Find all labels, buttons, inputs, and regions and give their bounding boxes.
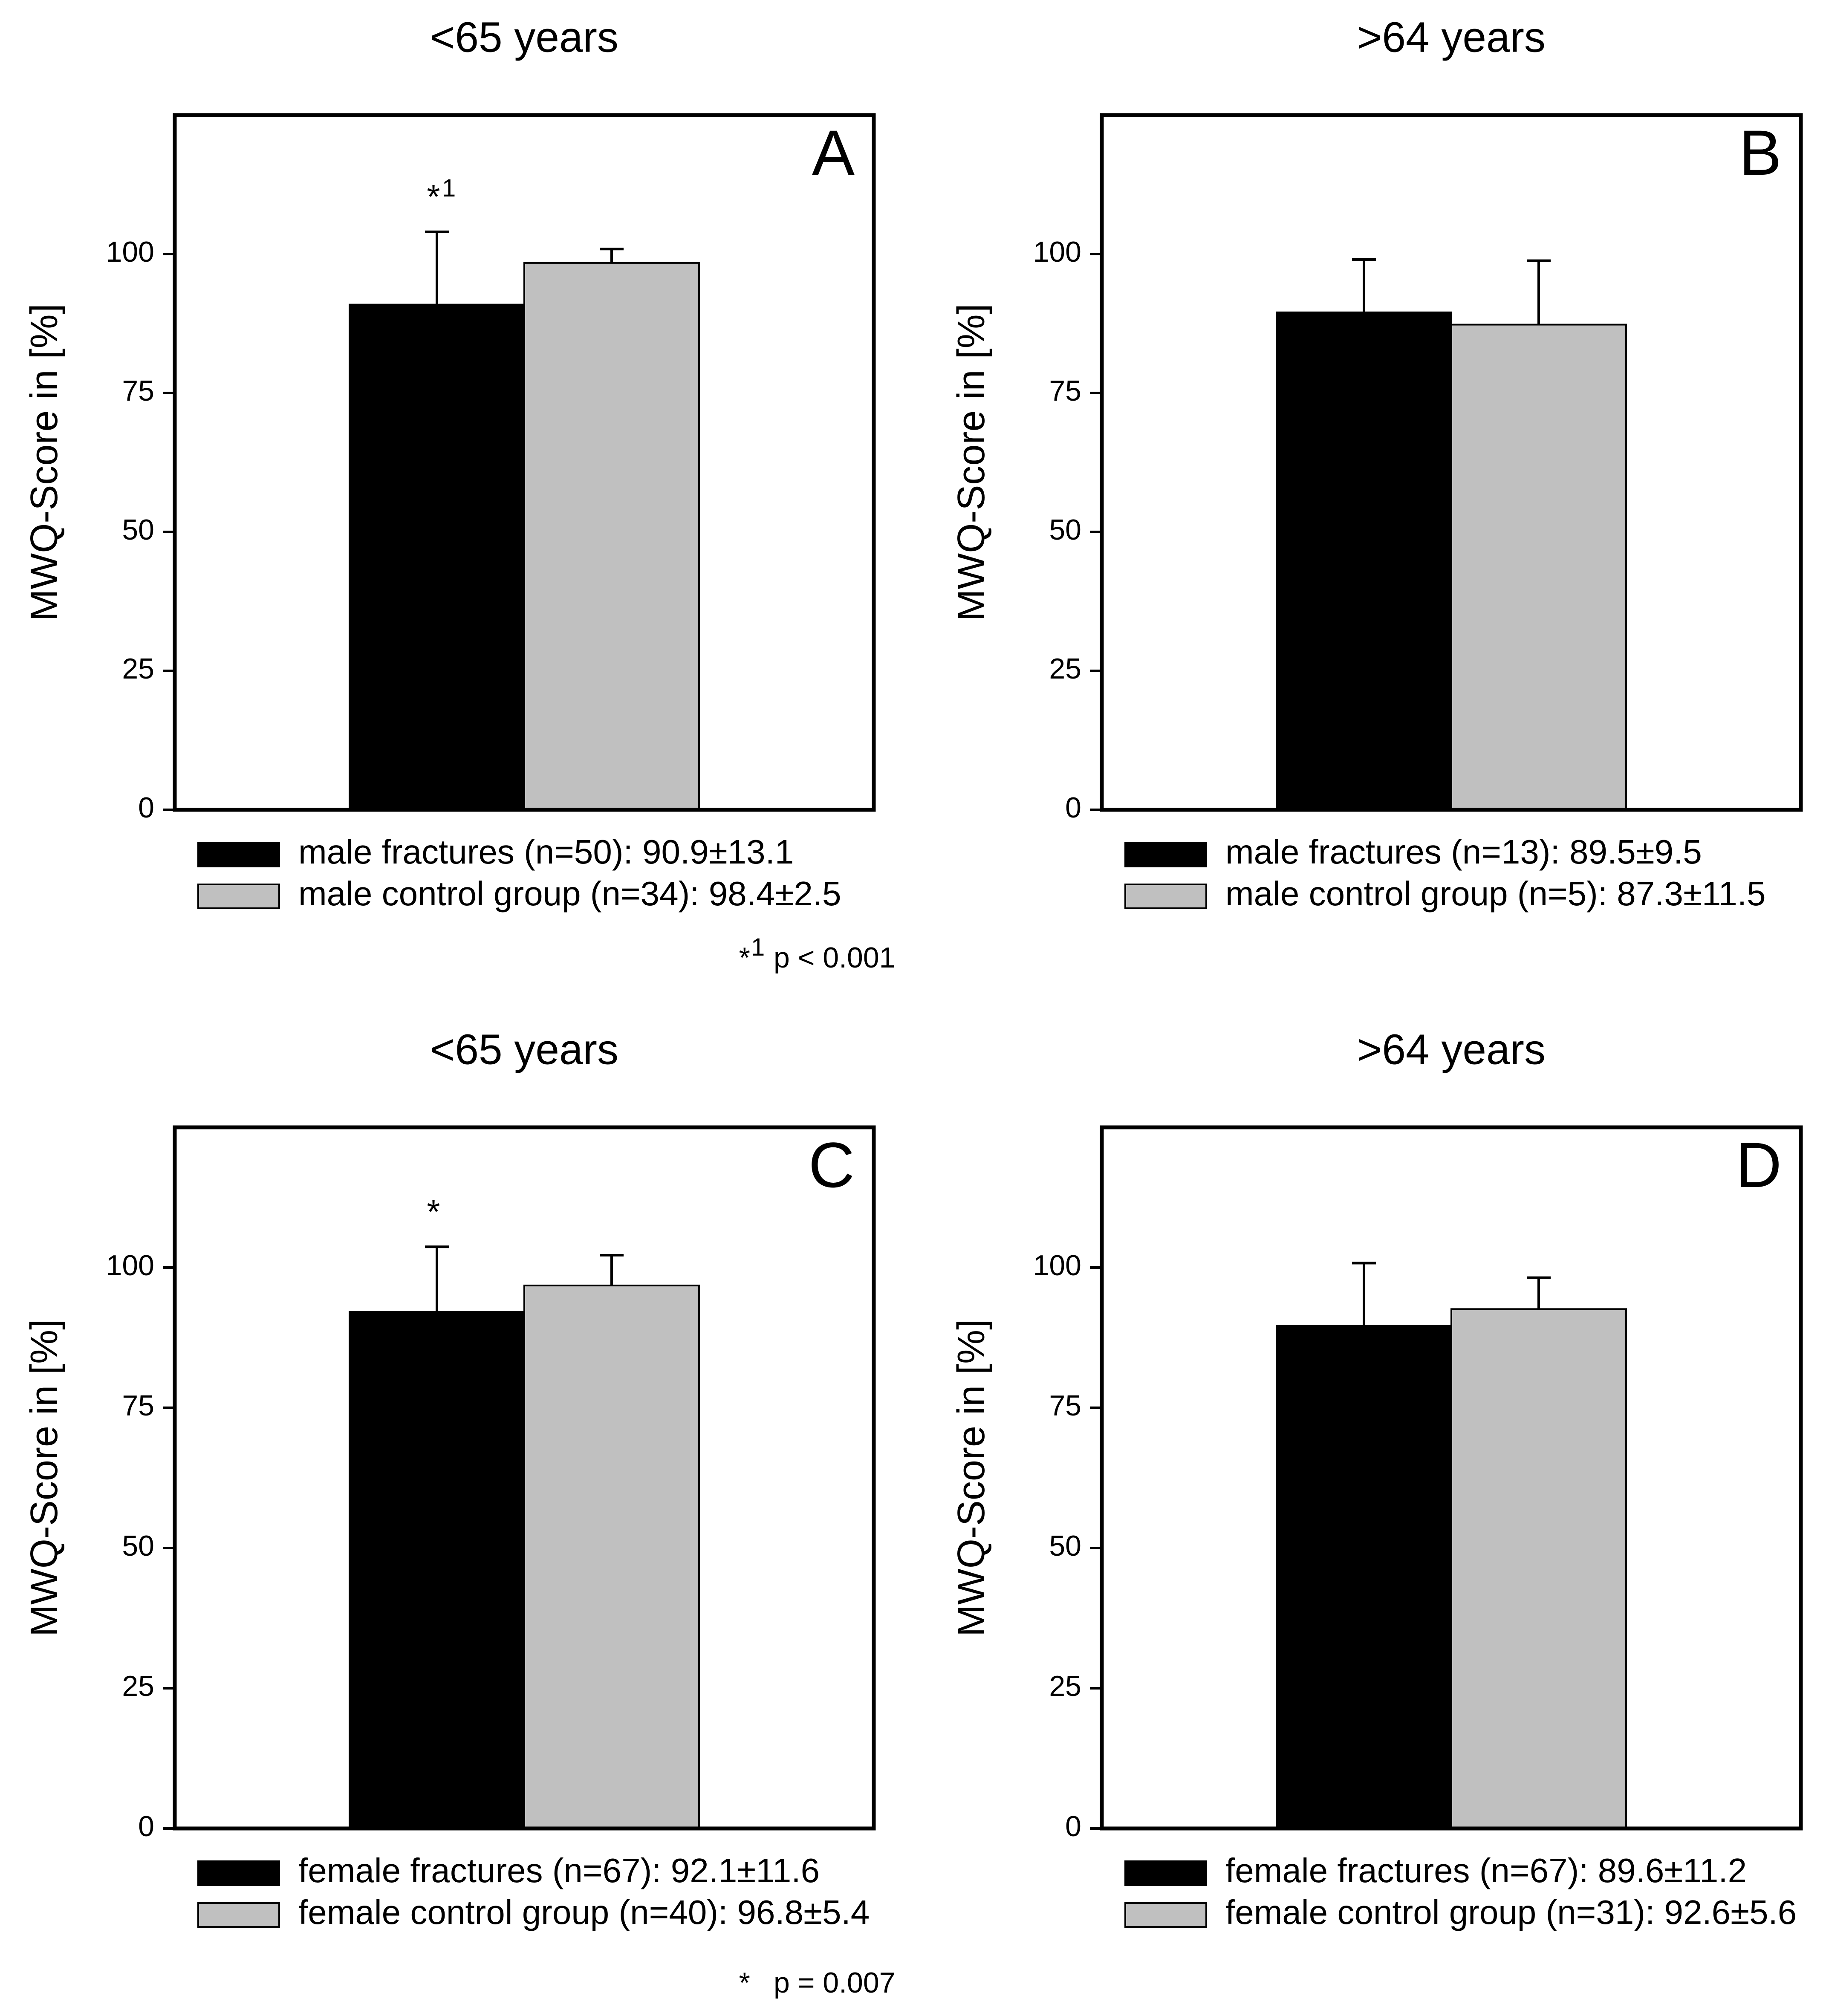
panel-d: >64 years MWQ-Score in [%] 0 25 50 75 100 Dfema… bbox=[950, 1025, 1803, 1931]
bar-fractures bbox=[349, 1311, 525, 1830]
y-tick-label: 100 bbox=[1033, 1249, 1081, 1282]
legend-label-fractures: male fractures (n=50): 90.9±13.1 bbox=[298, 833, 794, 871]
panel-letter: D bbox=[1736, 1129, 1782, 1201]
y-tick-label: 0 bbox=[138, 791, 154, 824]
y-tick-label: 0 bbox=[1065, 791, 1081, 824]
plot-frame bbox=[173, 1125, 876, 1831]
significance-marker: * bbox=[427, 1193, 440, 1230]
footnote-marker: * bbox=[739, 942, 750, 974]
footnote-text: p < 0.001 bbox=[774, 942, 895, 974]
y-tick-label: 0 bbox=[138, 1810, 154, 1843]
bar-fractures bbox=[349, 303, 525, 811]
y-tick-label: 75 bbox=[122, 1389, 154, 1422]
footnote-superscript: 1 bbox=[751, 933, 765, 961]
plot-frame bbox=[173, 113, 876, 812]
y-tick-label: 25 bbox=[1049, 653, 1081, 685]
y-tick-label: 50 bbox=[1049, 1530, 1081, 1562]
panel-title: <65 years bbox=[430, 1025, 618, 1073]
panel-letter: A bbox=[812, 117, 855, 188]
significance-marker: * bbox=[427, 178, 440, 216]
y-axis-label: MWQ-Score in [%] bbox=[23, 1319, 66, 1637]
y-tick-label: 50 bbox=[1049, 514, 1081, 546]
bar-control bbox=[523, 262, 700, 811]
y-tick-label: 100 bbox=[106, 1249, 154, 1282]
y-tick-label: 25 bbox=[1049, 1670, 1081, 1702]
footnote-text: p = 0.007 bbox=[774, 1967, 895, 1999]
legend-label-control: female control group (n=31): 92.6±5.6 bbox=[1225, 1893, 1797, 1931]
y-axis-label: MWQ-Score in [%] bbox=[23, 303, 66, 621]
footnote-marker: * bbox=[739, 1967, 750, 1999]
bar-control bbox=[523, 1285, 700, 1829]
legend-swatch-fractures bbox=[197, 842, 280, 867]
y-tick-label: 25 bbox=[122, 653, 154, 685]
significance-superscript: 1 bbox=[442, 174, 456, 202]
panel-letter: B bbox=[1739, 117, 1782, 188]
bar-fractures bbox=[1276, 311, 1452, 811]
legend-label-control: male control group (n=5): 87.3±11.5 bbox=[1225, 875, 1766, 913]
y-tick-label: 100 bbox=[1033, 236, 1081, 268]
bar-fractures bbox=[1276, 1325, 1452, 1829]
legend-swatch-control bbox=[197, 884, 280, 909]
panel-title: >64 years bbox=[1357, 13, 1546, 61]
y-tick-label: 75 bbox=[1049, 1389, 1081, 1422]
panel-c: <65 years MWQ-Score in [%] 0 25 50 75 100 C * fem… bbox=[23, 1025, 896, 1999]
legend-label-fractures: female fractures (n=67): 92.1±11.6 bbox=[298, 1851, 820, 1889]
panel-letter: C bbox=[809, 1129, 855, 1201]
y-tick-label: 0 bbox=[1065, 1810, 1081, 1843]
plot-frame bbox=[1100, 113, 1803, 812]
y-tick-label: 25 bbox=[122, 1670, 154, 1702]
panel-title: <65 years bbox=[430, 13, 618, 61]
legend-swatch-fractures bbox=[1124, 842, 1207, 867]
y-tick-label: 50 bbox=[122, 514, 154, 546]
legend-label-control: male control group (n=34): 98.4±2.5 bbox=[298, 875, 841, 913]
legend-label-control: female control group (n=40): 96.8±5.4 bbox=[298, 1893, 870, 1931]
plot-frame bbox=[1100, 1125, 1803, 1831]
y-tick-label: 75 bbox=[1049, 375, 1081, 407]
y-tick-label: 50 bbox=[122, 1530, 154, 1562]
y-tick-label: 75 bbox=[122, 375, 154, 407]
bar-control bbox=[1450, 1308, 1627, 1829]
y-axis-label: MWQ-Score in [%] bbox=[950, 1319, 993, 1637]
legend-swatch-control bbox=[197, 1902, 280, 1928]
legend-swatch-control bbox=[1124, 884, 1207, 909]
legend-label-fractures: female fractures (n=67): 89.6±11.2 bbox=[1225, 1851, 1747, 1889]
panel-b: >64 years MWQ-Score in [%] 0 25 50 75 100 Bmale… bbox=[950, 13, 1803, 913]
legend-swatch-control bbox=[1124, 1902, 1207, 1928]
bar-control bbox=[1450, 323, 1627, 811]
legend-swatch-fractures bbox=[1124, 1860, 1207, 1886]
y-axis-label: MWQ-Score in [%] bbox=[950, 303, 993, 621]
legend-label-fractures: male fractures (n=13): 89.5±9.5 bbox=[1225, 833, 1702, 871]
panel-title: >64 years bbox=[1357, 1025, 1546, 1073]
y-tick-label: 100 bbox=[106, 236, 154, 268]
legend-swatch-fractures bbox=[197, 1860, 280, 1886]
